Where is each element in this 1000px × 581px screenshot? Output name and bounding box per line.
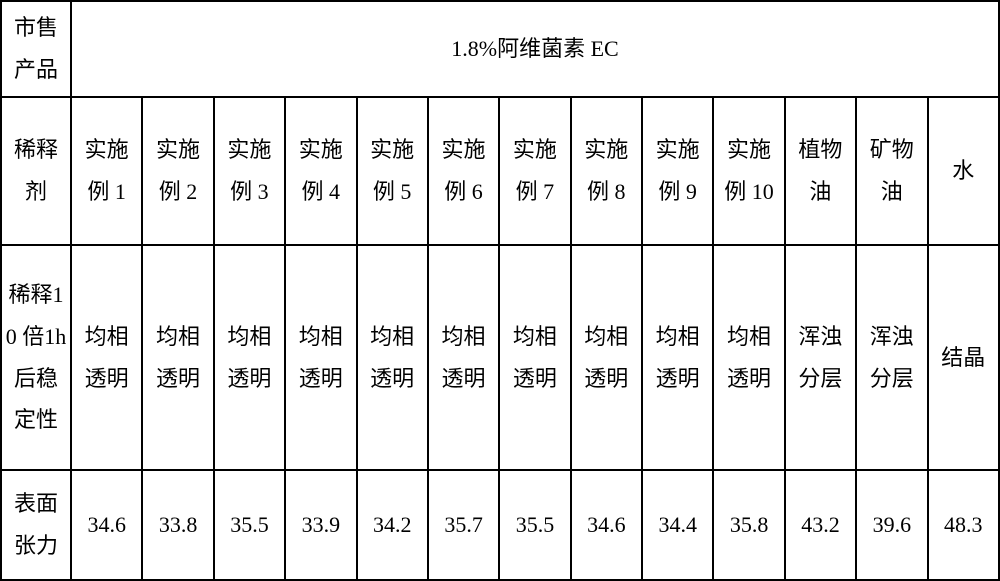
tension-cell: 35.7 — [428, 470, 499, 580]
product-cell: 1.8%阿维菌素 EC — [71, 1, 999, 97]
table-row: 市售产品 1.8%阿维菌素 EC — [1, 1, 999, 97]
stability-cell: 均相透明 — [428, 245, 499, 470]
data-table: 市售产品 1.8%阿维菌素 EC 稀释剂 实施例 1 实施例 2 实施例 3 实… — [0, 0, 1000, 581]
col-header: 实施例 4 — [285, 97, 356, 245]
tension-cell: 34.2 — [357, 470, 428, 580]
stability-cell: 均相透明 — [214, 245, 285, 470]
col-header: 实施例 6 — [428, 97, 499, 245]
tension-cell: 48.3 — [928, 470, 1000, 580]
table-row: 表面张力 34.6 33.8 35.5 33.9 34.2 35.7 35.5 … — [1, 470, 999, 580]
col-header: 实施例 10 — [713, 97, 784, 245]
stability-cell: 均相透明 — [71, 245, 142, 470]
stability-cell: 均相透明 — [642, 245, 713, 470]
tension-cell: 34.6 — [71, 470, 142, 580]
col-header: 实施例 9 — [642, 97, 713, 245]
col-header: 矿物油 — [856, 97, 927, 245]
col-header: 实施例 5 — [357, 97, 428, 245]
col-header: 实施例 3 — [214, 97, 285, 245]
stability-cell: 均相透明 — [499, 245, 570, 470]
tension-cell: 35.5 — [499, 470, 570, 580]
tension-cell: 43.2 — [785, 470, 856, 580]
col-header: 实施例 1 — [71, 97, 142, 245]
col-header: 实施例 2 — [142, 97, 213, 245]
table-row: 稀释10 倍1h后稳定性 均相透明 均相透明 均相透明 均相透明 均相透明 均相… — [1, 245, 999, 470]
stability-cell: 均相透明 — [357, 245, 428, 470]
row-header-tension: 表面张力 — [1, 470, 71, 580]
tension-cell: 35.5 — [214, 470, 285, 580]
tension-cell: 39.6 — [856, 470, 927, 580]
stability-cell: 均相透明 — [142, 245, 213, 470]
col-header: 植物油 — [785, 97, 856, 245]
stability-cell: 均相透明 — [285, 245, 356, 470]
table-row: 稀释剂 实施例 1 实施例 2 实施例 3 实施例 4 实施例 5 实施例 6 … — [1, 97, 999, 245]
stability-cell: 浑浊分层 — [785, 245, 856, 470]
tension-cell: 34.6 — [571, 470, 642, 580]
stability-cell: 结晶 — [928, 245, 1000, 470]
stability-cell: 均相透明 — [713, 245, 784, 470]
tension-cell: 33.9 — [285, 470, 356, 580]
page: 市售产品 1.8%阿维菌素 EC 稀释剂 实施例 1 实施例 2 实施例 3 实… — [0, 0, 1000, 579]
stability-cell: 浑浊分层 — [856, 245, 927, 470]
tension-cell: 35.8 — [713, 470, 784, 580]
col-header: 水 — [928, 97, 1000, 245]
stability-cell: 均相透明 — [571, 245, 642, 470]
col-header: 实施例 7 — [499, 97, 570, 245]
tension-cell: 34.4 — [642, 470, 713, 580]
tension-cell: 33.8 — [142, 470, 213, 580]
row-header-product: 市售产品 — [1, 1, 71, 97]
row-header-diluent: 稀释剂 — [1, 97, 71, 245]
col-header: 实施例 8 — [571, 97, 642, 245]
row-header-stability: 稀释10 倍1h后稳定性 — [1, 245, 71, 470]
